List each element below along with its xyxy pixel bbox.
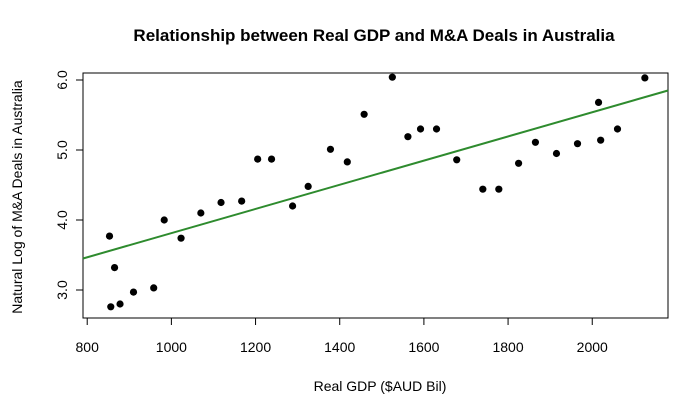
data-point <box>479 185 487 193</box>
x-tick-label: 1800 <box>492 339 523 355</box>
data-point <box>432 125 441 133</box>
data-point <box>254 155 262 163</box>
data-point <box>288 202 297 210</box>
chart-title: Relationship between Real GDP and M&A De… <box>133 26 615 45</box>
x-axis: 800 1000 1200 1400 1600 1800 2000 <box>76 318 608 355</box>
data-point <box>597 136 605 144</box>
data-points <box>105 73 649 311</box>
data-point <box>217 198 225 207</box>
data-point <box>110 264 119 272</box>
data-point <box>641 74 649 82</box>
data-point <box>360 110 368 118</box>
x-axis-label: Real GDP ($AUD Bil) <box>314 378 447 394</box>
data-point <box>531 138 540 146</box>
plot-area-frame <box>82 72 669 319</box>
data-point <box>129 288 138 296</box>
data-point <box>514 159 523 167</box>
data-point <box>453 156 461 164</box>
x-tick-label: 2000 <box>577 339 608 355</box>
data-point <box>404 133 412 141</box>
data-point <box>197 209 205 217</box>
data-point <box>388 73 396 81</box>
x-tick-label: 800 <box>76 339 100 355</box>
data-point <box>150 284 158 292</box>
data-point <box>116 300 124 308</box>
data-point <box>343 158 351 166</box>
x-tick-label: 1600 <box>408 339 439 355</box>
x-tick-label: 1000 <box>156 339 187 355</box>
data-point <box>594 98 603 106</box>
data-point <box>573 140 582 148</box>
y-tick-label: 3.0 <box>54 280 70 300</box>
data-point <box>107 303 115 311</box>
data-point <box>613 125 622 133</box>
data-point <box>160 216 168 224</box>
data-point <box>304 182 312 190</box>
data-point <box>105 232 114 240</box>
data-point <box>416 125 425 133</box>
x-tick-label: 1400 <box>324 339 355 355</box>
data-point <box>238 197 246 205</box>
y-axis-label: Natural Log of M&A Deals in Australia <box>9 80 25 314</box>
data-point <box>495 185 503 193</box>
data-point <box>177 234 185 242</box>
y-tick-label: 4.0 <box>54 210 70 230</box>
regression-line <box>82 89 669 260</box>
y-tick-label: 5.0 <box>54 140 70 160</box>
x-tick-label: 1200 <box>240 339 271 355</box>
data-point <box>326 145 335 153</box>
y-tick-label: 6.0 <box>54 70 70 90</box>
y-axis: 3.0 4.0 5.0 6.0 <box>54 70 83 300</box>
data-point <box>552 149 561 158</box>
data-point <box>267 155 276 163</box>
